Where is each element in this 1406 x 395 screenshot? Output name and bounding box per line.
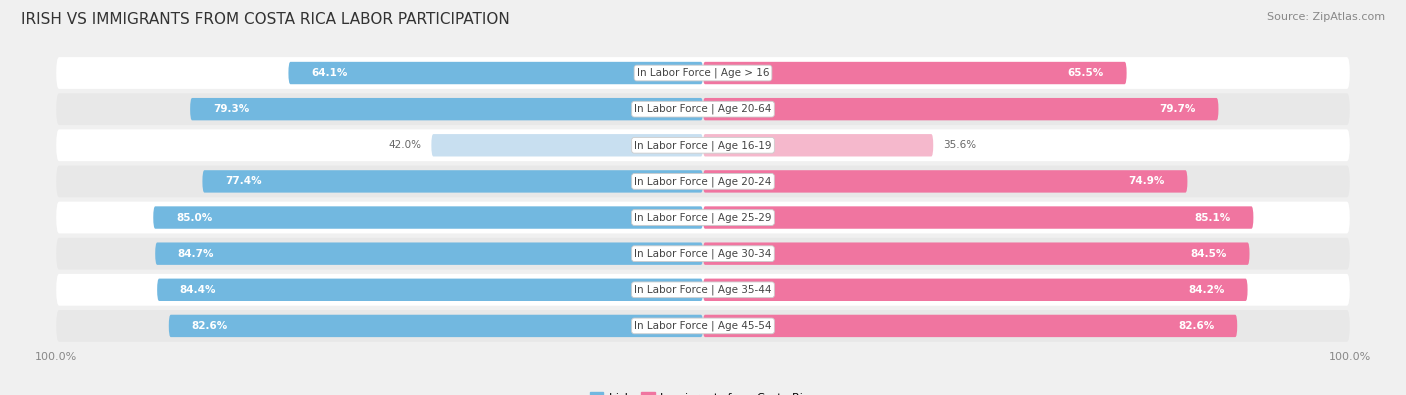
Text: 82.6%: 82.6%	[191, 321, 228, 331]
FancyBboxPatch shape	[190, 98, 703, 120]
Text: 77.4%: 77.4%	[225, 177, 262, 186]
Text: IRISH VS IMMIGRANTS FROM COSTA RICA LABOR PARTICIPATION: IRISH VS IMMIGRANTS FROM COSTA RICA LABO…	[21, 12, 510, 27]
Text: In Labor Force | Age 45-54: In Labor Force | Age 45-54	[634, 321, 772, 331]
Text: In Labor Force | Age 35-44: In Labor Force | Age 35-44	[634, 284, 772, 295]
FancyBboxPatch shape	[56, 93, 1350, 125]
Text: 64.1%: 64.1%	[311, 68, 347, 78]
Text: 84.5%: 84.5%	[1191, 249, 1227, 259]
Text: 85.0%: 85.0%	[176, 213, 212, 222]
Text: 65.5%: 65.5%	[1067, 68, 1104, 78]
Text: In Labor Force | Age 30-34: In Labor Force | Age 30-34	[634, 248, 772, 259]
Text: 82.6%: 82.6%	[1178, 321, 1215, 331]
FancyBboxPatch shape	[703, 62, 1126, 84]
FancyBboxPatch shape	[56, 310, 1350, 342]
FancyBboxPatch shape	[155, 243, 703, 265]
Text: 42.0%: 42.0%	[388, 140, 422, 150]
FancyBboxPatch shape	[703, 134, 934, 156]
Text: 74.9%: 74.9%	[1129, 177, 1164, 186]
FancyBboxPatch shape	[432, 134, 703, 156]
FancyBboxPatch shape	[56, 274, 1350, 306]
FancyBboxPatch shape	[153, 206, 703, 229]
Text: 84.4%: 84.4%	[180, 285, 217, 295]
Text: 35.6%: 35.6%	[943, 140, 976, 150]
FancyBboxPatch shape	[56, 201, 1350, 233]
FancyBboxPatch shape	[202, 170, 703, 193]
FancyBboxPatch shape	[157, 278, 703, 301]
Text: 84.2%: 84.2%	[1188, 285, 1225, 295]
Text: In Labor Force | Age 16-19: In Labor Force | Age 16-19	[634, 140, 772, 150]
FancyBboxPatch shape	[288, 62, 703, 84]
Text: 85.1%: 85.1%	[1195, 213, 1230, 222]
FancyBboxPatch shape	[703, 315, 1237, 337]
Text: In Labor Force | Age > 16: In Labor Force | Age > 16	[637, 68, 769, 78]
Text: 79.7%: 79.7%	[1160, 104, 1197, 114]
FancyBboxPatch shape	[703, 98, 1219, 120]
FancyBboxPatch shape	[703, 243, 1250, 265]
Text: Source: ZipAtlas.com: Source: ZipAtlas.com	[1267, 12, 1385, 22]
FancyBboxPatch shape	[703, 170, 1188, 193]
Text: In Labor Force | Age 20-24: In Labor Force | Age 20-24	[634, 176, 772, 187]
FancyBboxPatch shape	[56, 238, 1350, 269]
Text: In Labor Force | Age 25-29: In Labor Force | Age 25-29	[634, 212, 772, 223]
Text: 84.7%: 84.7%	[177, 249, 214, 259]
FancyBboxPatch shape	[703, 278, 1247, 301]
FancyBboxPatch shape	[169, 315, 703, 337]
Text: 79.3%: 79.3%	[212, 104, 249, 114]
FancyBboxPatch shape	[56, 166, 1350, 198]
FancyBboxPatch shape	[56, 57, 1350, 89]
Text: In Labor Force | Age 20-64: In Labor Force | Age 20-64	[634, 104, 772, 115]
FancyBboxPatch shape	[703, 206, 1253, 229]
Legend: Irish, Immigrants from Costa Rica: Irish, Immigrants from Costa Rica	[585, 388, 821, 395]
FancyBboxPatch shape	[56, 130, 1350, 161]
